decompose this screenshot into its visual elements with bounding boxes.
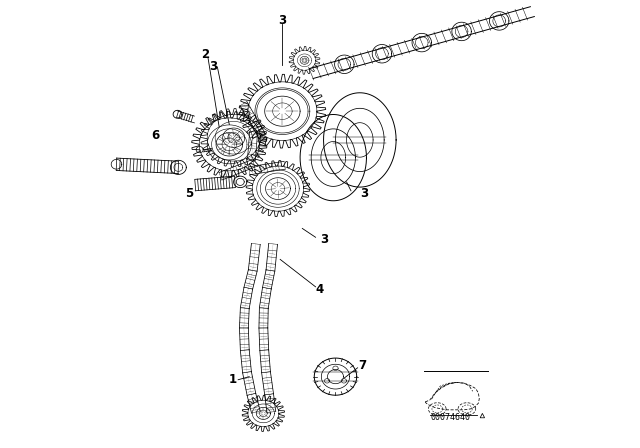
Text: 3: 3 [360,186,368,199]
Text: 6: 6 [151,129,159,142]
Text: 7: 7 [358,359,366,372]
Text: 2: 2 [201,48,209,61]
Text: 4: 4 [316,283,324,296]
Text: 5: 5 [186,186,194,199]
Text: 3: 3 [209,60,217,73]
Text: 3: 3 [321,233,328,246]
Text: 00074640: 00074640 [431,414,470,422]
Text: 3: 3 [278,14,287,27]
Text: 1: 1 [228,373,236,386]
